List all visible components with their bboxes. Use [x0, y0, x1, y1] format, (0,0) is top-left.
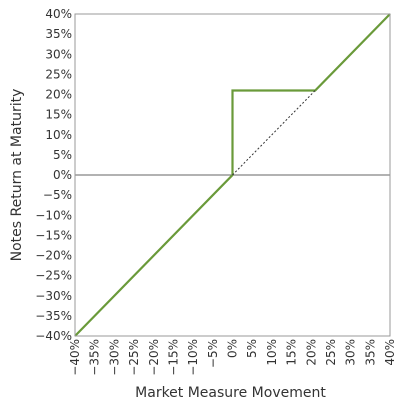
x-tick-label: −15% — [166, 339, 180, 376]
series-group — [74, 13, 391, 337]
y-axis-ticks: 40% 35% 30% 25% 20% 15% 10% 5% 0% −5% −10% −15% −20%… — [35, 7, 72, 343]
plot-area-frame — [74, 13, 391, 337]
reference-diagonal-line — [232, 90, 316, 176]
x-tick-label: 35% — [363, 339, 377, 366]
y-tick-label: −20% — [35, 249, 72, 263]
x-tick-label: −25% — [127, 339, 141, 376]
x-tick-label: −5% — [206, 339, 220, 368]
x-tick-label: −40% — [68, 339, 82, 376]
y-tick-label: 35% — [45, 27, 72, 41]
x-tick-label: −30% — [107, 339, 121, 376]
x-tick-label: 5% — [245, 339, 259, 358]
x-tick-label: 25% — [324, 339, 338, 366]
y-axis-title: Notes Return at Maturity — [9, 89, 25, 262]
y-tick-label: 10% — [45, 128, 72, 142]
y-tick-label: −10% — [35, 208, 72, 222]
y-tick-label: −15% — [35, 228, 72, 242]
y-tick-label: −25% — [35, 269, 72, 283]
y-tick-label: 25% — [45, 67, 72, 81]
y-tick-label: 15% — [45, 108, 72, 122]
x-tick-label: −35% — [88, 339, 102, 376]
x-tick-label: −20% — [147, 339, 161, 376]
x-tick-label: 10% — [265, 339, 279, 366]
x-axis-ticks: −40% −35% −30% −25% −20% −15% −10% −5% 0% 5% 10% 15… — [68, 339, 396, 376]
x-tick-label: −10% — [186, 339, 200, 376]
y-tick-label: 5% — [53, 148, 72, 162]
x-tick-label: 0% — [226, 339, 240, 358]
y-tick-label: −5% — [43, 188, 72, 202]
y-tick-label: −30% — [35, 289, 72, 303]
y-tick-label: −40% — [35, 329, 72, 343]
x-tick-label: 40% — [383, 339, 396, 366]
y-tick-label: 30% — [45, 47, 72, 61]
y-tick-label: 0% — [53, 168, 72, 182]
y-tick-label: 40% — [45, 7, 72, 21]
x-axis-title: Market Measure Movement — [135, 385, 326, 401]
x-tick-label: 20% — [304, 339, 318, 366]
notes-return-line — [74, 13, 391, 337]
y-tick-label: 20% — [45, 88, 72, 102]
x-tick-label: 15% — [285, 339, 299, 366]
x-tick-label: 30% — [344, 339, 358, 366]
y-tick-label: −35% — [35, 309, 72, 323]
